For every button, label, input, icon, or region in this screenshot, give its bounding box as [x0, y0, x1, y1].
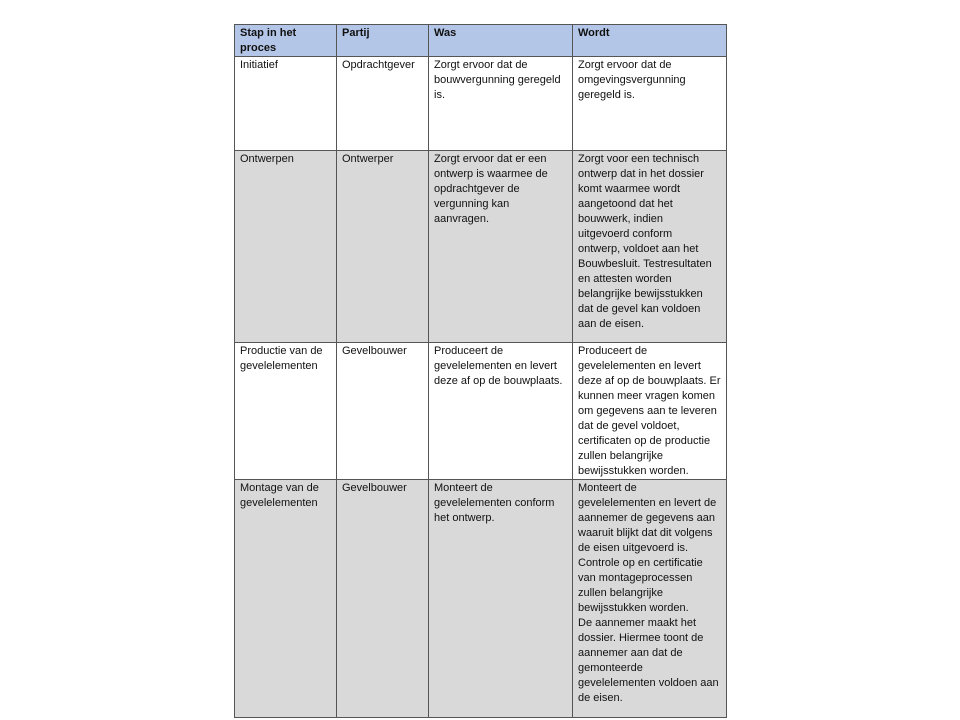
cell-partij: Gevelbouwer: [336, 342, 429, 480]
cell-stap: Initiatief: [234, 56, 337, 151]
cell-stap: Productie van de gevelelementen: [234, 342, 337, 480]
cell-wordt: Monteert de gevelelementen en levert de …: [572, 479, 727, 718]
cell-partij: Gevelbouwer: [336, 479, 429, 718]
cell-stap: Montage van de gevelelementen: [234, 479, 337, 718]
table-row: Initiatief Opdrachtgever Zorgt ervoor da…: [234, 56, 727, 151]
cell-stap: Ontwerpen: [234, 150, 337, 343]
header-wordt: Wordt: [572, 24, 727, 57]
table-header-row: Stap in het proces Partij Was Wordt: [234, 24, 727, 57]
header-was: Was: [428, 24, 573, 57]
cell-partij: Opdrachtgever: [336, 56, 429, 151]
cell-was: Monteert de gevelelementen conform het o…: [428, 479, 573, 718]
cell-was: Zorgt ervoor dat er een ontwerp is waarm…: [428, 150, 573, 343]
cell-wordt: Zorgt ervoor dat de omgevingsvergunning …: [572, 56, 727, 151]
table-row: Productie van de gevelelementen Gevelbou…: [234, 342, 727, 480]
cell-was: Zorgt ervoor dat de bouwvergunning gereg…: [428, 56, 573, 151]
table-row: Montage van de gevelelementen Gevelbouwe…: [234, 479, 727, 718]
header-partij: Partij: [336, 24, 429, 57]
cell-partij: Ontwerper: [336, 150, 429, 343]
header-stap: Stap in het proces: [234, 24, 337, 57]
cell-was: Produceert de gevelelementen en levert d…: [428, 342, 573, 480]
table-row: Ontwerpen Ontwerper Zorgt ervoor dat er …: [234, 150, 727, 343]
process-comparison-table: Stap in het proces Partij Was Wordt Init…: [234, 24, 727, 718]
cell-wordt: Zorgt voor een technisch ontwerp dat in …: [572, 150, 727, 343]
cell-wordt: Produceert de gevelelementen en levert d…: [572, 342, 727, 480]
